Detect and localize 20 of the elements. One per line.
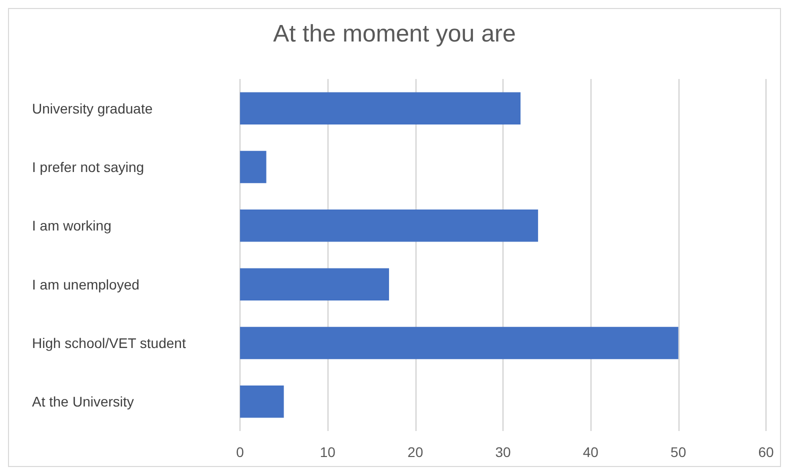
x-tick-label: 60	[758, 444, 774, 460]
bar	[240, 150, 266, 184]
x-tick-label: 30	[495, 444, 511, 460]
bar	[240, 210, 538, 242]
x-tick-label: 40	[582, 444, 599, 460]
x-tick-label: 0	[236, 444, 244, 460]
y-tick-label: University graduate	[32, 100, 153, 116]
bar	[240, 386, 284, 418]
y-tick-label: I am working	[32, 218, 112, 234]
y-tick-label: High school/VET student	[32, 335, 186, 351]
bar	[240, 326, 678, 360]
y-tick-label: At the University	[32, 394, 134, 410]
y-tick-label: I prefer not saying	[32, 159, 144, 175]
chart-title: At the moment you are	[273, 20, 516, 48]
bar	[240, 92, 521, 124]
bar	[240, 268, 390, 300]
x-tick-label: 20	[408, 444, 424, 460]
x-tick-label: 50	[670, 444, 686, 460]
x-tick-label: 10	[320, 444, 336, 460]
y-tick-label: I am unemployed	[32, 276, 140, 292]
